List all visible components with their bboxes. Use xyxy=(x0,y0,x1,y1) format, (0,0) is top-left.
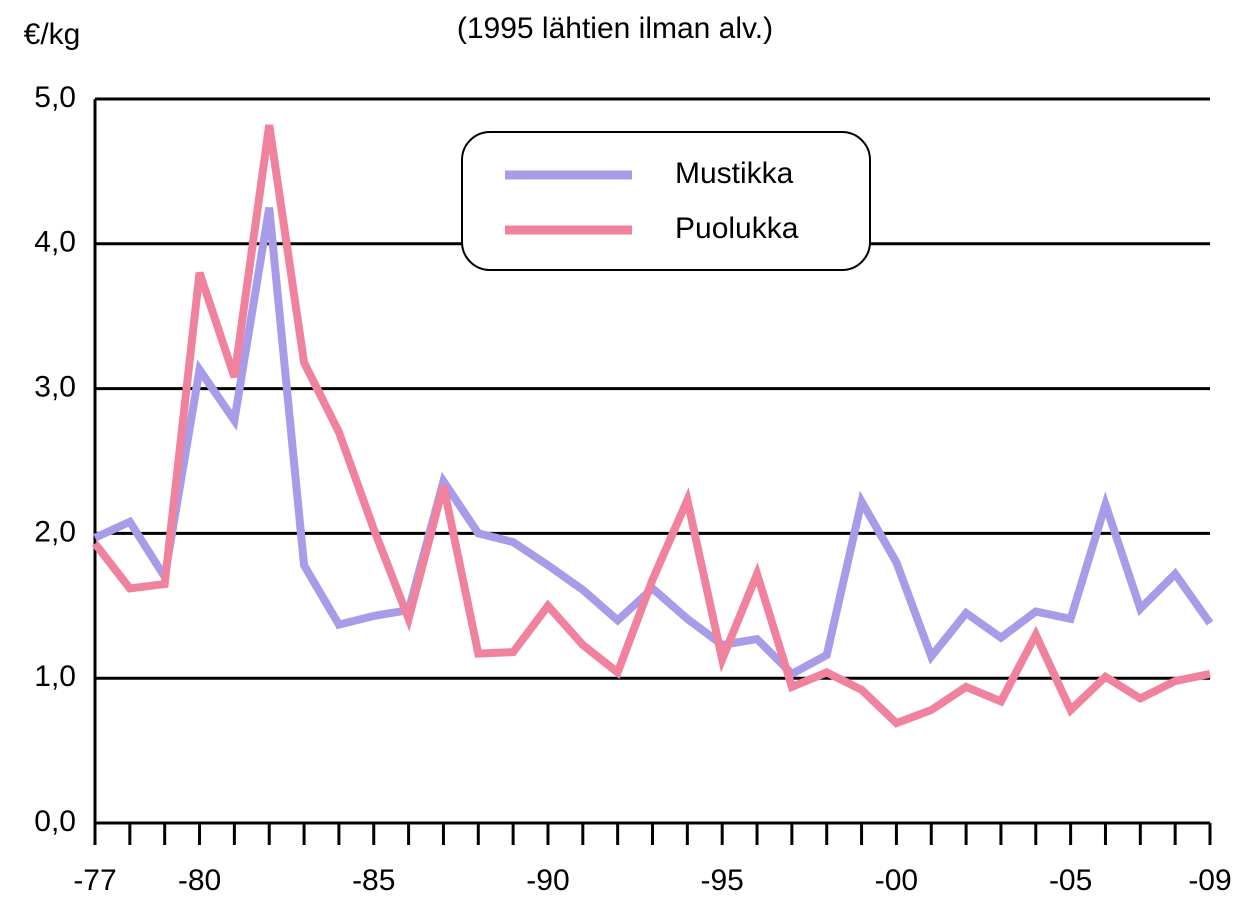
line xyxy=(91,124,1211,728)
x-tick-label: -77 xyxy=(73,864,116,897)
legend-box xyxy=(461,131,871,271)
y-tick-label: 5,0 xyxy=(34,81,76,114)
x-tick-label: -90 xyxy=(526,864,569,897)
x-tick-label: -00 xyxy=(875,864,918,897)
x-tick-label: -05 xyxy=(1049,864,1092,897)
x-tick-label: -95 xyxy=(701,864,744,897)
chart-title: (1995 lähtien ilman alv.) xyxy=(457,12,773,45)
x-tick-label: -80 xyxy=(178,864,221,897)
y-tick-label: 1,0 xyxy=(34,660,76,693)
legend-label: Puolukka xyxy=(675,212,799,245)
y-tick-label: 3,0 xyxy=(34,371,76,404)
y-tick-label: 2,0 xyxy=(34,515,76,548)
y-axis-label: €/kg xyxy=(24,18,81,51)
y-tick-label: 0,0 xyxy=(34,805,76,838)
line xyxy=(93,206,1214,679)
x-tick-label: -09 xyxy=(1188,864,1231,897)
legend-label: Mustikka xyxy=(675,157,794,190)
x-tick-label: -85 xyxy=(352,864,395,897)
y-tick-label: 4,0 xyxy=(34,226,76,259)
